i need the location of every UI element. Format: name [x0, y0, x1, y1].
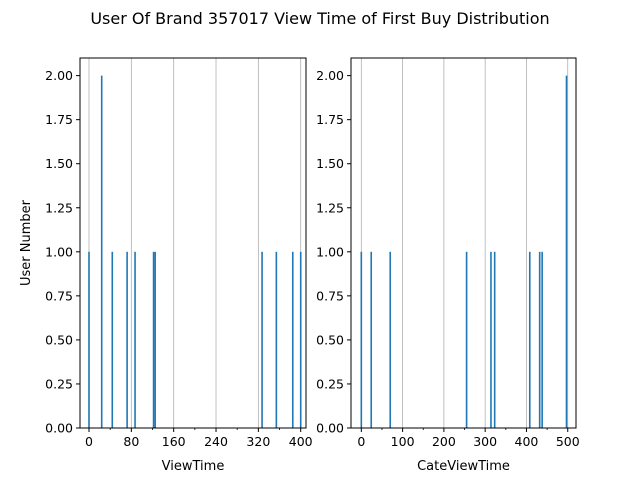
x-tick-label: 0 [357, 434, 365, 449]
x-axis-label: ViewTime [162, 459, 225, 474]
x-tick-label: 500 [556, 434, 580, 449]
bar [291, 251, 294, 428]
y-tick-label: 1.75 [316, 112, 344, 127]
x-axis-label: CateViewTime [417, 459, 510, 474]
y-axis-label: User Number [19, 199, 34, 286]
x-tick-label: 0 [85, 434, 93, 449]
bar [360, 251, 363, 428]
y-tick-label: 1.50 [45, 156, 73, 171]
x-tick-label: 240 [204, 434, 228, 449]
bar [154, 251, 156, 428]
y-tick-label: 1.50 [316, 156, 344, 171]
y-tick-label: 0.50 [45, 332, 73, 347]
bar [541, 251, 543, 428]
y-tick-label: 2.00 [316, 68, 344, 83]
x-tick-label: 200 [432, 434, 456, 449]
bar [490, 251, 492, 428]
y-tick-label: 1.25 [316, 200, 344, 215]
y-tick-label: 2.00 [45, 68, 73, 83]
x-tick-label: 160 [162, 434, 186, 449]
bar [465, 251, 468, 428]
bar [275, 251, 278, 428]
x-tick-label: 320 [246, 434, 270, 449]
y-tick-label: 0.75 [316, 288, 344, 303]
bar [565, 75, 568, 428]
bar [370, 251, 373, 428]
figure-title: User Of Brand 357017 View Time of First … [90, 9, 549, 28]
y-tick-label: 0.00 [316, 421, 344, 436]
bar [299, 251, 302, 428]
y-tick-label: 0.25 [316, 376, 344, 391]
bar [152, 251, 155, 428]
y-tick-label: 0.50 [316, 332, 344, 347]
y-tick-label: 1.25 [45, 200, 73, 215]
bar [538, 251, 541, 428]
left-subplot: 0 80 160 240 320 400 0.00 0.25 0.50 0.75 1.00 1.25 1… [19, 57, 313, 474]
x-tick-label: 400 [289, 434, 313, 449]
bar [493, 251, 496, 428]
x-tick-label: 300 [473, 434, 497, 449]
y-tick-label: 0.00 [45, 421, 73, 436]
bar [111, 251, 114, 428]
y-tick-label: 1.75 [45, 112, 73, 127]
y-tick-label: 1.00 [45, 244, 73, 259]
bar [88, 251, 90, 428]
x-tick-label: 80 [123, 434, 139, 449]
x-tick-label: 400 [515, 434, 539, 449]
bar [261, 251, 263, 428]
right-subplot: 0 100 200 300 400 500 0.00 0.25 0.50 0.75 1.00 1.25… [316, 57, 580, 474]
bar [100, 75, 103, 428]
bar [134, 251, 136, 428]
bar [126, 251, 128, 428]
axes-frame [350, 57, 577, 429]
bar [528, 251, 531, 428]
axes-frame [79, 57, 307, 429]
y-tick-label: 0.25 [45, 376, 73, 391]
y-tick-label: 0.75 [45, 288, 73, 303]
x-tick-label: 100 [391, 434, 415, 449]
bar [389, 251, 392, 428]
y-tick-label: 1.00 [316, 244, 344, 259]
